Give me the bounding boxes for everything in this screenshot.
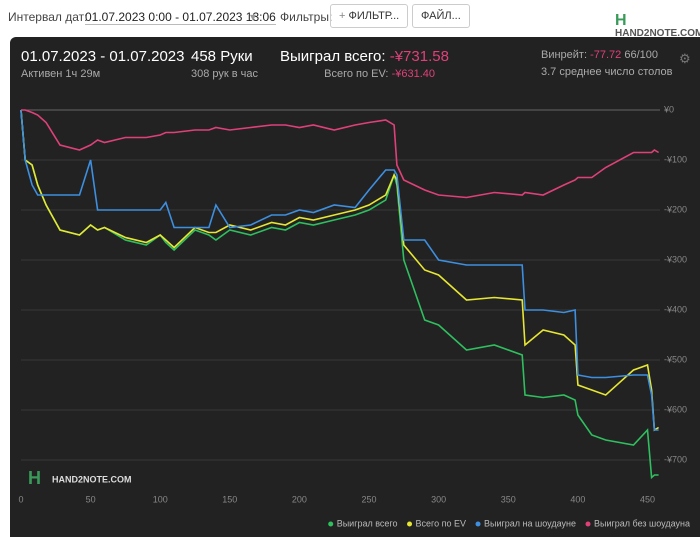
chart-panel: 01.07.2023 - 01.07.2023 Активен 1ч 29м 4…	[10, 37, 700, 537]
x-tick-label: 200	[292, 494, 307, 504]
y-tick-label: -¥700	[664, 454, 687, 464]
x-tick-label: 150	[222, 494, 237, 504]
ev-label: Всего по EV:	[324, 68, 389, 80]
logo-text: HAND2NOTE.COM	[615, 28, 700, 39]
series-line	[20, 109, 659, 431]
winrate-value: -77.72	[590, 49, 622, 61]
x-tick-label: 0	[18, 494, 23, 504]
legend-swatch	[475, 521, 481, 527]
dropdown-arrow: ▾	[250, 10, 257, 24]
y-tick-label: -¥500	[664, 354, 687, 364]
file-button[interactable]: ФАЙЛ...	[412, 4, 470, 28]
winrate-label: Винрейт:	[541, 49, 588, 61]
legend-label: Выиграл всего	[337, 518, 398, 528]
watermark: HAND2NOTE.COM	[52, 474, 132, 484]
legend-swatch	[328, 521, 334, 527]
interval-label: Интервал дат:	[8, 10, 88, 24]
series-line	[21, 109, 660, 199]
tables: 3.7 среднее число столов	[541, 66, 673, 78]
won-value: -¥731.58	[389, 48, 449, 65]
x-tick-label: 100	[153, 494, 168, 504]
won: Выиграл всего: -¥731.58	[280, 48, 449, 65]
series-line	[20, 109, 660, 432]
x-tick-label: 250	[362, 494, 377, 504]
dates: 01.07.2023 - 01.07.2023	[21, 48, 185, 65]
ev: Всего по EV: -¥631.40	[324, 68, 435, 80]
x-tick-label: 300	[431, 494, 446, 504]
hands: 458 Руки	[191, 48, 253, 65]
ev-value: -¥631.40	[391, 68, 435, 80]
x-tick-label: 450	[640, 494, 655, 504]
legend-swatch	[585, 521, 591, 527]
hands-per-hour: 308 рук в час	[191, 68, 259, 80]
logo: H HAND2NOTE.COM	[615, 10, 700, 39]
won-label: Выиграл всего:	[280, 48, 386, 65]
watermark-icon: H	[28, 468, 41, 488]
active: Активен 1ч 29м	[21, 68, 101, 80]
legend-label: Выиграл без шоудауна	[594, 518, 690, 528]
legend-label: Выиграл на шоудауне	[484, 518, 576, 528]
x-tick-label: 400	[570, 494, 585, 504]
toolbar: Интервал дат: 01.07.2023 0:00 - 01.07.20…	[0, 0, 700, 39]
legend-swatch	[407, 521, 413, 527]
y-tick-label: -¥100	[664, 154, 687, 164]
y-tick-label: -¥600	[664, 404, 687, 414]
y-tick-label: -¥200	[664, 204, 687, 214]
winrate: Винрейт: -77.72 66/100	[541, 49, 658, 61]
x-tick-label: 50	[86, 494, 96, 504]
settings-icon[interactable]: ⚙	[679, 51, 691, 66]
x-tick-label: 350	[501, 494, 516, 504]
legend-label: Всего по EV	[416, 518, 466, 528]
y-tick-label: -¥300	[664, 254, 687, 264]
interval-select[interactable]: 01.07.2023 0:00 - 01.07.2023 13:06	[85, 10, 276, 25]
filter-button-text: ФИЛЬТР...	[348, 10, 400, 22]
winrate-unit: 66/100	[624, 49, 659, 61]
y-tick-label: -¥400	[664, 304, 687, 314]
filters-label: Фильтры:	[280, 10, 333, 24]
filter-button[interactable]: + ФИЛЬТР...	[330, 4, 409, 28]
y-tick-label: ¥0	[663, 104, 674, 114]
series-line	[20, 109, 659, 480]
